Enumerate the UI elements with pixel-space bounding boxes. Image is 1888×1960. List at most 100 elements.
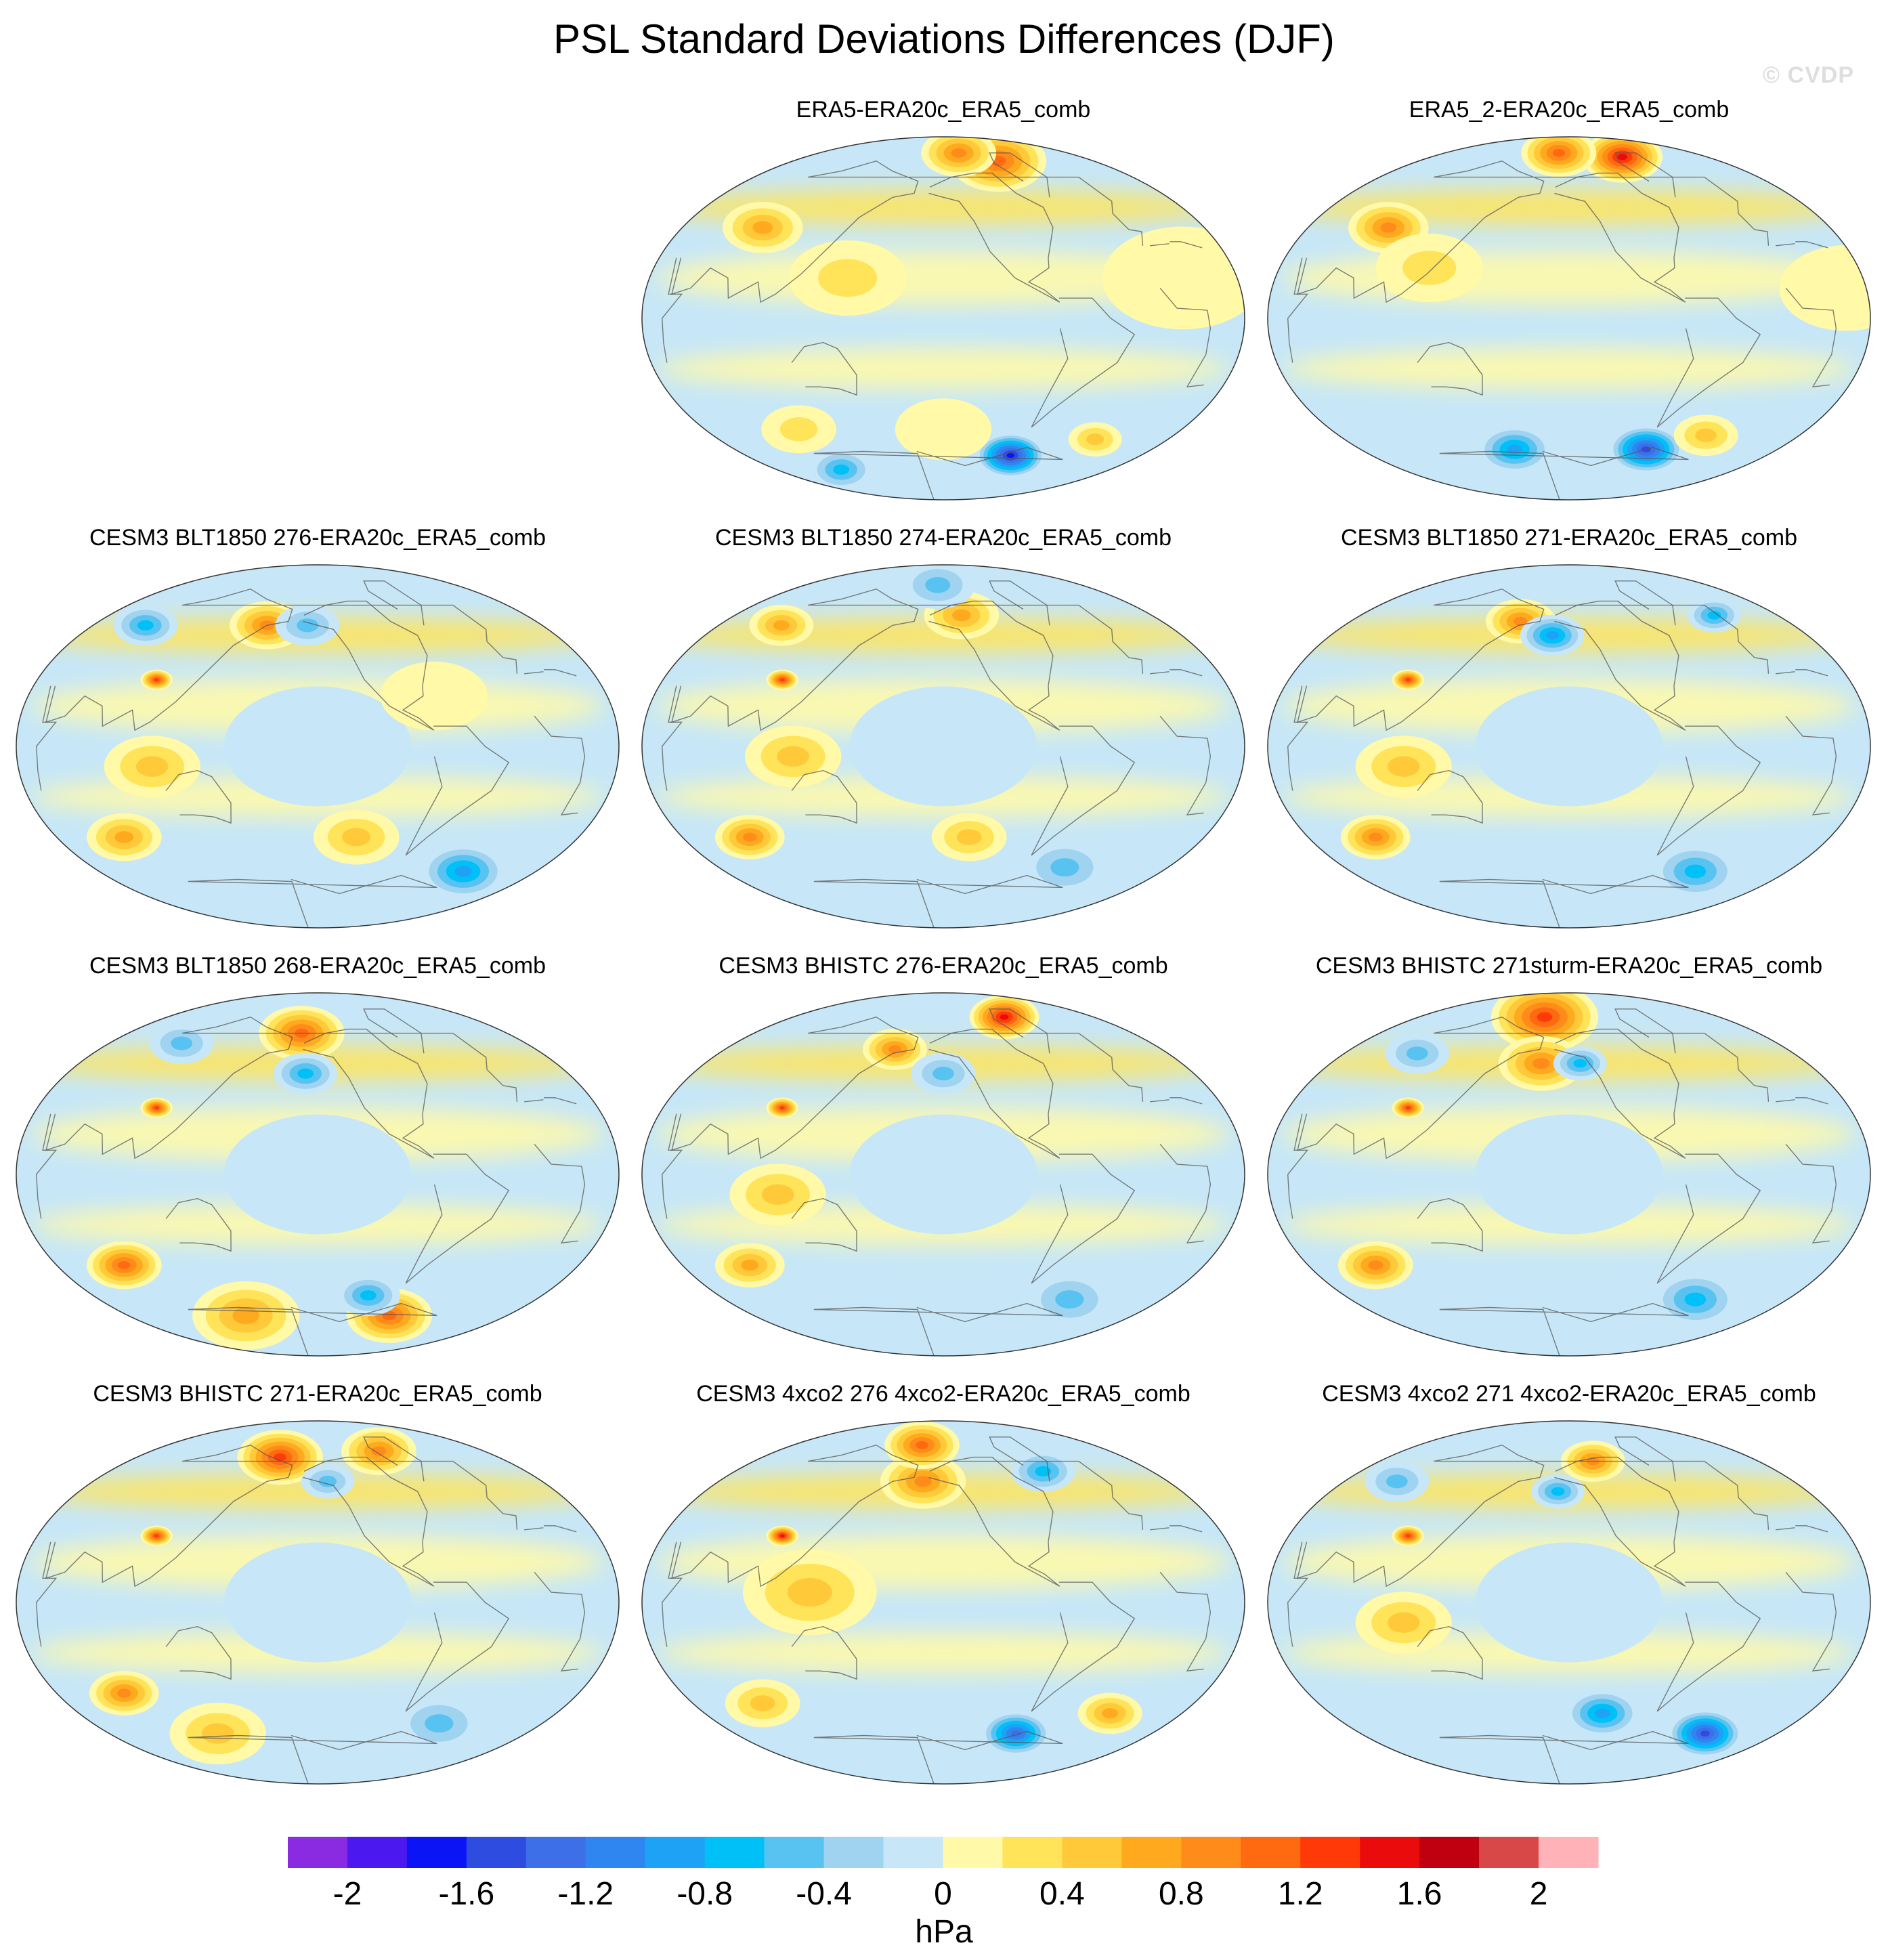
- coastline: [813, 1730, 1063, 1784]
- anomaly-contour: [1405, 678, 1411, 681]
- coastline: [188, 1302, 437, 1356]
- anomaly-contour: [780, 1534, 785, 1537]
- panel-title: CESM3 BLT1850 271-ERA20c_ERA5_comb: [1340, 525, 1798, 551]
- anomaly-contour: [742, 832, 757, 842]
- map-panel-blt1850-274: CESM3 BLT1850 274-ERA20c_ERA5_comb: [635, 523, 1251, 956]
- coastline: [661, 1527, 1211, 1672]
- anomaly-contour: [741, 1259, 759, 1271]
- coastline: [45, 1016, 577, 1159]
- map-panel-blt1850-268: CESM3 BLT1850 268-ERA20c_ERA5_comb: [9, 951, 626, 1384]
- anomaly-contour: [1387, 756, 1420, 777]
- coastline: [45, 1444, 577, 1588]
- anomaly-contour: [925, 576, 951, 593]
- coastline: [928, 1028, 1060, 1159]
- anomaly-contour: [777, 746, 809, 767]
- anomaly-contour: [154, 678, 159, 681]
- anomaly-contour: [1406, 1046, 1428, 1061]
- anomaly-contour: [1707, 611, 1721, 620]
- coastline: [1031, 1153, 1136, 1284]
- coastline: [791, 769, 857, 824]
- anomaly-contour: [318, 1475, 337, 1487]
- colorbar-swatch: [466, 1837, 527, 1868]
- map-panel-bhistc-271sturm: CESM3 BHISTC 271sturm-ERA20c_ERA5_comb: [1261, 951, 1877, 1384]
- colorbar-swatch: [645, 1837, 706, 1868]
- coastline: [928, 600, 1060, 731]
- anomaly-contour: [773, 620, 790, 631]
- coastline: [1554, 1028, 1686, 1159]
- colorbar-tick-label: 0.4: [1039, 1876, 1085, 1912]
- colorbar-tick-label: 1.6: [1397, 1876, 1442, 1912]
- anomaly-contour: [360, 1290, 377, 1301]
- map-border: [641, 564, 1245, 929]
- anomaly-contour: [223, 1114, 412, 1235]
- anomaly-contour: [114, 831, 134, 843]
- coastline: [1614, 1436, 1676, 1482]
- colorbar-swatch: [1360, 1837, 1420, 1868]
- anomaly-contour: [779, 1106, 785, 1109]
- anomaly-contour: [1573, 1059, 1587, 1068]
- anomaly-contour: [154, 1534, 159, 1537]
- coastline: [1297, 1016, 1828, 1159]
- colorbar-tick-label: 1.2: [1278, 1876, 1323, 1912]
- coastline: [791, 1197, 857, 1252]
- colorbar-tick-label: 2: [1530, 1876, 1548, 1912]
- map-panel-blt1850-271: CESM3 BLT1850 271-ERA20c_ERA5_comb: [1261, 523, 1877, 956]
- map-border: [16, 1420, 620, 1785]
- anomaly-contour: [1000, 1014, 1009, 1020]
- coastline: [1614, 152, 1676, 198]
- coastline: [1417, 1197, 1483, 1252]
- anomaly-contour: [371, 1446, 387, 1456]
- map-4xco2-271: [1267, 1420, 1871, 1785]
- map-era5-2: [1267, 136, 1871, 500]
- anomaly-contour: [1050, 858, 1079, 877]
- coastline: [989, 152, 1050, 198]
- map-bhistc-271sturm: [1267, 992, 1871, 1357]
- map-panel-era5-2: ERA5_2-ERA20c_ERA5_comb: [1261, 95, 1877, 528]
- anomaly-contour: [171, 1036, 192, 1050]
- colorbar-swatch: [1002, 1837, 1063, 1868]
- coastline: [405, 1581, 510, 1712]
- map-border: [16, 564, 620, 929]
- colorbar-tick-label: -0.8: [677, 1876, 733, 1912]
- coastline: [1439, 874, 1689, 928]
- colorbar-tick-label: -2: [333, 1876, 362, 1912]
- anomaly-contour: [201, 1723, 234, 1744]
- map-border: [1267, 992, 1871, 1357]
- coastline: [791, 1625, 857, 1680]
- coastline: [791, 341, 857, 396]
- coastline: [303, 600, 435, 731]
- panel-title: CESM3 BHISTC 271sturm-ERA20c_ERA5_comb: [1315, 953, 1823, 979]
- anomaly-contour: [297, 1068, 314, 1079]
- coastline: [1656, 1581, 1761, 1712]
- coastline: [35, 671, 586, 816]
- coastline: [1031, 725, 1136, 856]
- coastline: [165, 769, 232, 824]
- anomaly-contour: [818, 259, 878, 297]
- anomaly-contour: [1368, 1260, 1383, 1271]
- map-blt1850-274: [641, 564, 1245, 929]
- anomaly-contour: [1368, 832, 1383, 842]
- anomaly-contour: [1387, 1612, 1420, 1633]
- coastline: [813, 446, 1063, 500]
- colorbar-swatch: [943, 1837, 1003, 1868]
- colorbar-swatch: [1539, 1837, 1599, 1868]
- anomaly-contour: [1695, 428, 1717, 442]
- colorbar-swatch: [1241, 1837, 1301, 1868]
- coastline: [671, 1444, 1203, 1588]
- colorbar-tick-label: -0.4: [796, 1876, 852, 1912]
- coastline: [1417, 341, 1483, 396]
- colorbar-units: hPa: [915, 1914, 973, 1950]
- anomaly-contour: [916, 1441, 928, 1449]
- colorbar-tick-label: 0: [934, 1876, 952, 1912]
- anomaly-contour: [154, 1106, 159, 1109]
- panel-title: CESM3 4xco2 271 4xco2-ERA20c_ERA5_comb: [1322, 1381, 1816, 1407]
- anomaly-contour: [137, 620, 154, 631]
- coastline: [1439, 1302, 1689, 1356]
- anomaly-contour: [895, 398, 992, 461]
- coastline: [671, 160, 1203, 303]
- anomaly-contour: [1475, 686, 1663, 807]
- coastline: [1287, 671, 1837, 816]
- coastline: [1287, 1527, 1837, 1672]
- anomaly-contour: [833, 464, 850, 475]
- anomaly-contour: [1514, 616, 1528, 626]
